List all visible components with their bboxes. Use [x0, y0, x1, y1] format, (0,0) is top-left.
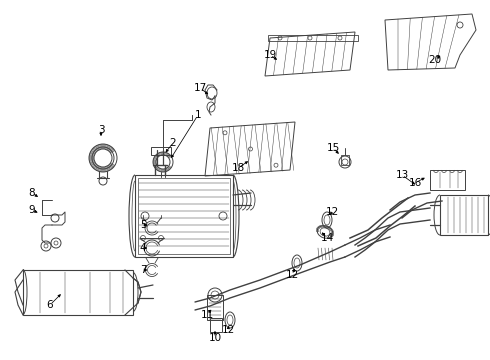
Text: 19: 19 — [264, 50, 277, 60]
Text: 20: 20 — [428, 55, 441, 65]
Text: 13: 13 — [395, 170, 409, 180]
Bar — [138, 178, 230, 254]
Text: 16: 16 — [408, 178, 421, 188]
Text: 10: 10 — [208, 333, 221, 343]
Bar — [151, 147, 171, 155]
Bar — [440, 195, 488, 235]
Text: 9: 9 — [29, 205, 35, 215]
Text: 12: 12 — [285, 270, 298, 280]
Bar — [207, 295, 223, 320]
Text: 3: 3 — [98, 125, 104, 135]
Bar — [268, 35, 358, 41]
Text: 4: 4 — [140, 243, 147, 253]
Text: 17: 17 — [194, 83, 207, 93]
Text: 7: 7 — [140, 265, 147, 275]
Bar — [135, 175, 233, 257]
Text: 11: 11 — [200, 310, 214, 320]
Bar — [341, 155, 349, 165]
Text: 2: 2 — [170, 138, 176, 148]
Text: 14: 14 — [320, 233, 334, 243]
Text: 12: 12 — [325, 207, 339, 217]
Bar — [23, 270, 133, 315]
Text: 6: 6 — [47, 300, 53, 310]
Text: 8: 8 — [29, 188, 35, 198]
Text: 12: 12 — [221, 325, 235, 335]
Bar — [430, 170, 465, 190]
Bar — [210, 318, 222, 332]
Text: 1: 1 — [195, 110, 201, 120]
Text: 5: 5 — [140, 220, 147, 230]
Text: 18: 18 — [231, 163, 245, 173]
Text: 15: 15 — [326, 143, 340, 153]
